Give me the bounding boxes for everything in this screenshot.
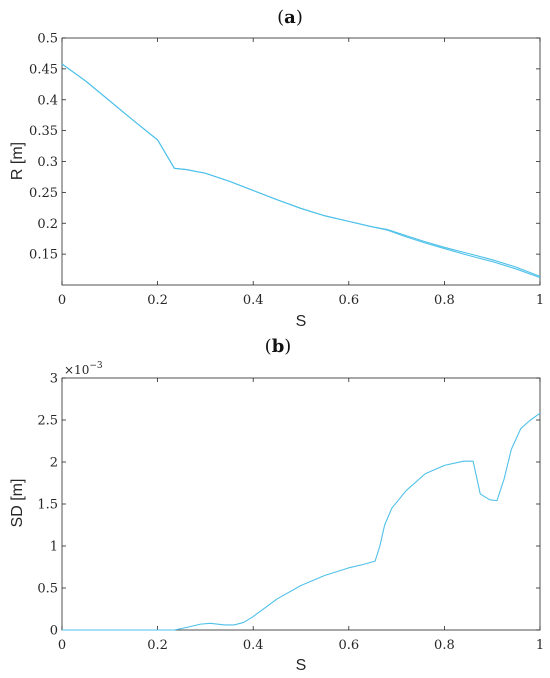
panel-a-title: (a) — [277, 7, 303, 28]
panel-a-series-line-2 — [61, 63, 541, 279]
panel-b-y-tick-label: 1.5 — [37, 498, 58, 513]
panel-b-x-tick-label: 0.6 — [338, 638, 359, 653]
panel-b-plot-area — [61, 377, 541, 631]
panel-b-x-tick-label: 0.8 — [434, 638, 455, 653]
panel-b: (b) ×10−3 0 0.2 0.4 0.6 0.8 1 0 0.5 1 1.5 2 2.5 3 S… — [9, 336, 544, 674]
panel-b-y-tick-label: 0.5 — [37, 582, 58, 597]
panel-b-x-tick-label: 0 — [58, 638, 66, 653]
panel-a-y-tick-label: 0.3 — [37, 155, 58, 170]
panel-b-y-axis-label: SD [m] — [9, 479, 26, 528]
panel-a-y-tick-label: 0.15 — [29, 248, 58, 263]
panel-b-x-tick-label: 0.4 — [243, 638, 264, 653]
panel-a-x-ticks: 0 0.2 0.4 0.6 0.8 1 — [58, 38, 544, 308]
panel-a-x-tick-label: 1 — [536, 293, 544, 308]
panel-a-y-tick-label: 0.35 — [29, 124, 58, 139]
panel-b-exponent-label: ×10−3 — [64, 361, 103, 377]
panel-b-y-tick-label: 2 — [50, 456, 58, 471]
panel-a-y-tick-label: 0.25 — [29, 186, 58, 201]
panel-b-x-axis-label: S — [296, 657, 307, 674]
panel-b-x-tick-label: 0.2 — [147, 638, 168, 653]
panel-b-y-ticks: 0 0.5 1 1.5 2 2.5 3 — [37, 372, 540, 639]
panel-b-y-tick-label: 2.5 — [37, 414, 58, 429]
panel-b-x-ticks: 0 0.2 0.4 0.6 0.8 1 — [58, 378, 544, 653]
panel-a-y-tick-label: 0.2 — [37, 217, 58, 232]
panel-a-series — [61, 63, 541, 279]
panel-a-x-axis-label: S — [296, 313, 307, 330]
panel-b-y-tick-label: 0 — [50, 624, 58, 639]
panel-b-series — [62, 412, 541, 631]
panel-b-y-tick-label: 3 — [50, 372, 58, 387]
panel-a-x-tick-label: 0.2 — [147, 293, 168, 308]
panel-a-x-tick-label: 0.6 — [338, 293, 359, 308]
panel-a-y-tick-label: 0.5 — [37, 32, 58, 47]
panel-a-y-tick-label: 0.4 — [37, 93, 58, 108]
panel-b-title: (b) — [265, 336, 292, 357]
panel-a: (a) 0 0.2 0.4 0.6 0.8 1 0.15 0.2 0.25 0.3 0.35 0.4… — [9, 7, 544, 330]
panel-a-x-tick-label: 0.4 — [243, 293, 264, 308]
panel-a-plot-area — [61, 37, 541, 286]
panel-b-x-tick-label: 1 — [536, 638, 544, 653]
panel-a-x-tick-label: 0 — [58, 293, 66, 308]
panel-a-y-ticks: 0.15 0.2 0.25 0.3 0.35 0.4 0.45 0.5 — [29, 32, 540, 263]
panel-a-x-tick-label: 0.8 — [434, 293, 455, 308]
panel-a-y-axis-label: R [m] — [9, 142, 26, 180]
panel-b-y-tick-label: 1 — [50, 540, 58, 555]
panel-a-y-tick-label: 0.45 — [29, 62, 58, 77]
panel-b-series-line-1 — [62, 412, 541, 631]
